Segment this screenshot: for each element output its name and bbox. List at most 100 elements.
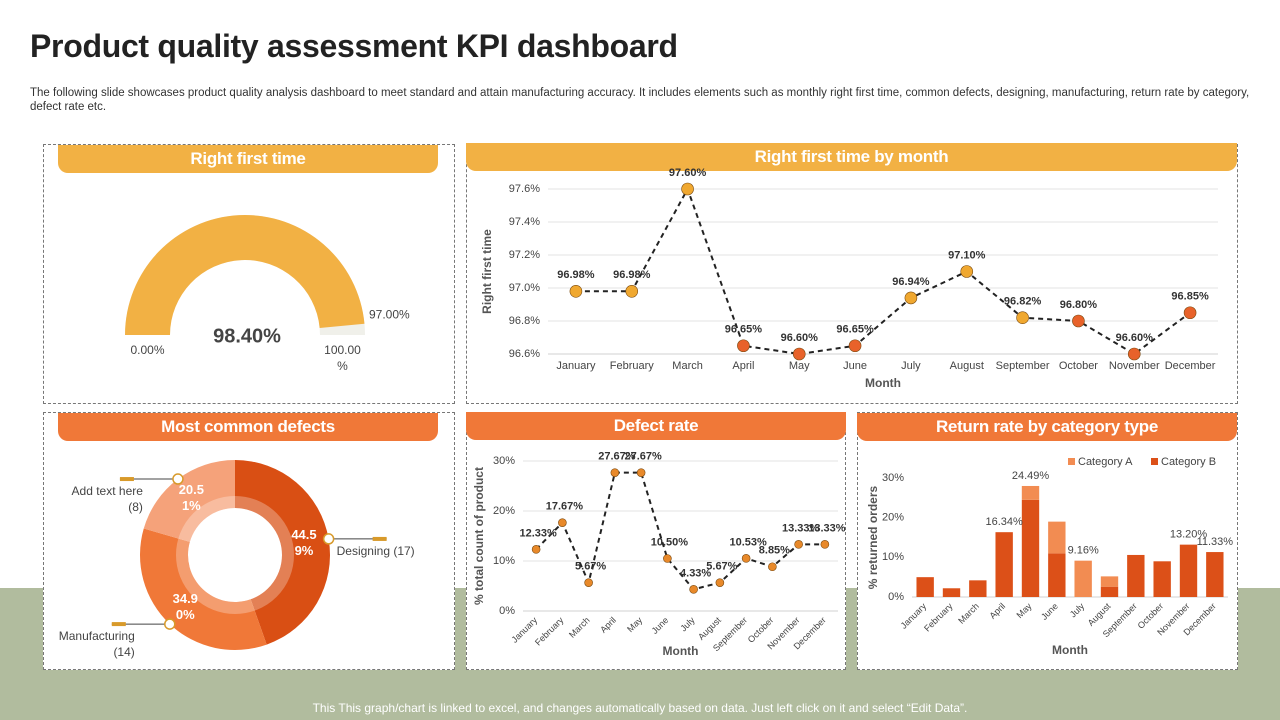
point: [558, 518, 567, 527]
x-tick-label: March: [956, 601, 981, 626]
value-label: 96.94%: [892, 276, 930, 288]
y-tick-label: 97.6%: [509, 183, 540, 195]
value-label: 13.20%: [1170, 529, 1208, 541]
point: [715, 578, 725, 587]
point: [636, 468, 646, 477]
value-label: 96.98%: [613, 269, 651, 281]
point: [1016, 311, 1029, 325]
bar: [1021, 499, 1040, 597]
x-tick-label: July: [1068, 601, 1087, 620]
point: [531, 545, 541, 554]
bar: [1100, 576, 1119, 587]
panel: [43, 144, 455, 404]
value-label: 9.16%: [1068, 545, 1099, 557]
bar: [969, 580, 987, 597]
y-axis-label: Right first time: [480, 229, 494, 314]
leader-dot: [164, 618, 176, 630]
y-tick-label: 10%: [882, 551, 904, 563]
bar: [1048, 521, 1066, 554]
x-tick-label: October: [1059, 360, 1098, 372]
point: [625, 284, 639, 298]
y-tick-label: 96.6%: [509, 348, 540, 360]
point: [768, 562, 777, 572]
point: [792, 347, 806, 361]
panel-title: Most common defects: [58, 413, 438, 441]
gauge-fill: [125, 214, 365, 335]
y-tick-label: 97.4%: [509, 216, 540, 228]
value-label: 96.60%: [1116, 332, 1154, 344]
value-label: 17.67%: [546, 501, 584, 513]
x-tick-label: June: [1039, 601, 1060, 622]
value-label: 5.67%: [706, 561, 737, 573]
point: [1183, 306, 1197, 320]
description: The following slide showcases product qu…: [30, 87, 1250, 113]
x-tick-label: August: [950, 360, 984, 372]
inner-ring: [176, 496, 294, 614]
y-tick-label: 0%: [888, 591, 904, 603]
value-label: 96.65%: [725, 324, 763, 336]
x-tick-label: April: [987, 601, 1007, 621]
value-label: 27.67%: [598, 451, 636, 463]
donut-slice: [140, 528, 267, 650]
panel: [857, 412, 1238, 670]
y-tick-label: 97.2%: [509, 249, 540, 261]
value-label: 24.49%: [1012, 470, 1050, 482]
point: [681, 182, 694, 196]
bar: [916, 577, 934, 597]
footer: This This graph/chart is linked to excel…: [312, 701, 968, 715]
y-tick-label: 96.8%: [509, 315, 540, 327]
value-label: 4.33%: [680, 567, 711, 579]
panel: [466, 412, 846, 670]
value-label: 10.50%: [651, 536, 689, 548]
panel-title: Right first time: [58, 145, 438, 173]
point: [794, 540, 803, 549]
bar: [1074, 560, 1092, 597]
x-tick-label: March: [672, 360, 703, 372]
x-tick-label: June: [843, 360, 867, 372]
bar: [1206, 552, 1224, 597]
panel-title: Return rate by category type: [857, 413, 1237, 441]
bar: [1100, 586, 1119, 597]
value-label: 96.60%: [781, 332, 819, 344]
x-axis-label: Month: [865, 376, 901, 390]
point: [960, 265, 974, 278]
legend-label: Category A: [1078, 456, 1133, 468]
value-label: 5.67%: [575, 561, 606, 573]
x-tick-label: January: [556, 360, 596, 372]
panel: [466, 144, 1238, 404]
legend-label: Category B: [1161, 456, 1216, 468]
x-tick-label: April: [732, 360, 754, 372]
point: [1072, 314, 1085, 328]
point: [737, 339, 750, 353]
value-label: 96.65%: [836, 324, 874, 336]
x-tick-label: September: [996, 360, 1050, 372]
x-tick-label: April: [598, 615, 618, 635]
panel-title: Defect rate: [466, 412, 846, 440]
value-label: 27.67%: [624, 451, 662, 463]
legend-swatch: [1151, 458, 1158, 465]
bar: [1021, 485, 1040, 500]
value-label: 12.33%: [519, 527, 557, 539]
x-tick-label: July: [678, 615, 697, 634]
page-title: Product quality assessment KPI dashboard: [30, 28, 678, 64]
leader-dot: [172, 473, 184, 485]
point: [610, 468, 620, 477]
value-label: 97.00%: [369, 308, 410, 322]
value-label: 10.53%: [729, 536, 767, 548]
x-tick-label: December: [1165, 360, 1216, 372]
value-label: 96.80%: [1060, 299, 1098, 311]
y-axis-label: % total count of product: [472, 467, 486, 605]
x-tick-label: May: [625, 615, 644, 634]
point: [1127, 347, 1141, 361]
center-label: 98.40%: [213, 325, 281, 347]
x-tick-label: May: [1014, 601, 1033, 620]
y-tick-label: 20%: [882, 512, 904, 524]
bar: [942, 588, 961, 597]
value-label: 96.82%: [1004, 296, 1042, 308]
bar: [1179, 544, 1198, 597]
x-axis-label: Month: [663, 644, 699, 658]
line: [535, 471, 825, 591]
value-label: 11.33%: [1197, 536, 1234, 548]
value-label: 96.98%: [557, 269, 595, 281]
